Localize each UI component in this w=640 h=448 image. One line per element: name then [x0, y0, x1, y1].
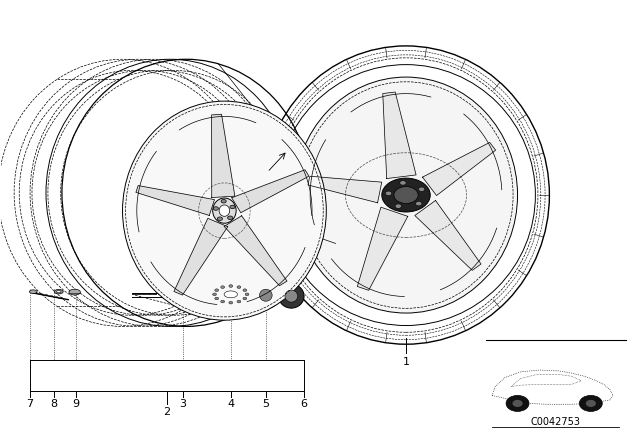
Ellipse shape	[285, 290, 298, 302]
Polygon shape	[212, 114, 235, 198]
Circle shape	[213, 207, 218, 210]
Ellipse shape	[212, 284, 250, 304]
Text: 1: 1	[403, 357, 410, 366]
Text: 9: 9	[72, 399, 79, 409]
Circle shape	[229, 284, 233, 287]
Circle shape	[221, 286, 225, 289]
Text: 8: 8	[50, 399, 57, 409]
Ellipse shape	[54, 289, 63, 294]
Ellipse shape	[294, 77, 518, 313]
Ellipse shape	[56, 291, 61, 293]
Polygon shape	[136, 185, 214, 215]
Circle shape	[579, 396, 602, 411]
Circle shape	[245, 293, 249, 296]
Circle shape	[229, 302, 233, 304]
Circle shape	[382, 178, 430, 212]
Polygon shape	[415, 201, 481, 270]
Ellipse shape	[224, 291, 237, 298]
Text: 4: 4	[227, 399, 234, 409]
Circle shape	[419, 187, 425, 191]
Circle shape	[218, 217, 223, 220]
Circle shape	[221, 300, 225, 303]
Text: 3: 3	[179, 399, 186, 409]
Circle shape	[513, 400, 523, 407]
Text: 5: 5	[262, 399, 269, 409]
Ellipse shape	[69, 289, 81, 295]
Circle shape	[212, 293, 216, 296]
Text: 6: 6	[301, 399, 308, 409]
Text: 7: 7	[26, 399, 34, 409]
Circle shape	[395, 204, 401, 208]
Polygon shape	[357, 207, 408, 290]
Circle shape	[221, 199, 226, 203]
Polygon shape	[308, 176, 381, 203]
Circle shape	[394, 187, 418, 203]
Circle shape	[243, 297, 247, 300]
Circle shape	[415, 202, 422, 206]
Circle shape	[215, 289, 219, 292]
Polygon shape	[224, 216, 287, 286]
Circle shape	[243, 289, 247, 292]
Circle shape	[230, 205, 235, 209]
Polygon shape	[383, 92, 416, 179]
Circle shape	[506, 396, 529, 411]
Polygon shape	[174, 218, 228, 295]
Circle shape	[237, 300, 241, 303]
Ellipse shape	[212, 198, 236, 223]
Circle shape	[215, 297, 219, 300]
Ellipse shape	[278, 284, 304, 308]
Circle shape	[586, 400, 596, 407]
Text: 2: 2	[163, 406, 171, 417]
Ellipse shape	[29, 290, 37, 293]
Text: C0042753: C0042753	[531, 417, 580, 426]
Polygon shape	[422, 142, 495, 195]
Ellipse shape	[219, 205, 230, 216]
Circle shape	[228, 216, 233, 220]
Circle shape	[400, 181, 406, 185]
Ellipse shape	[252, 282, 280, 309]
Polygon shape	[232, 170, 309, 213]
Circle shape	[385, 191, 392, 196]
Ellipse shape	[122, 101, 326, 320]
Ellipse shape	[260, 289, 272, 301]
Circle shape	[237, 286, 241, 289]
